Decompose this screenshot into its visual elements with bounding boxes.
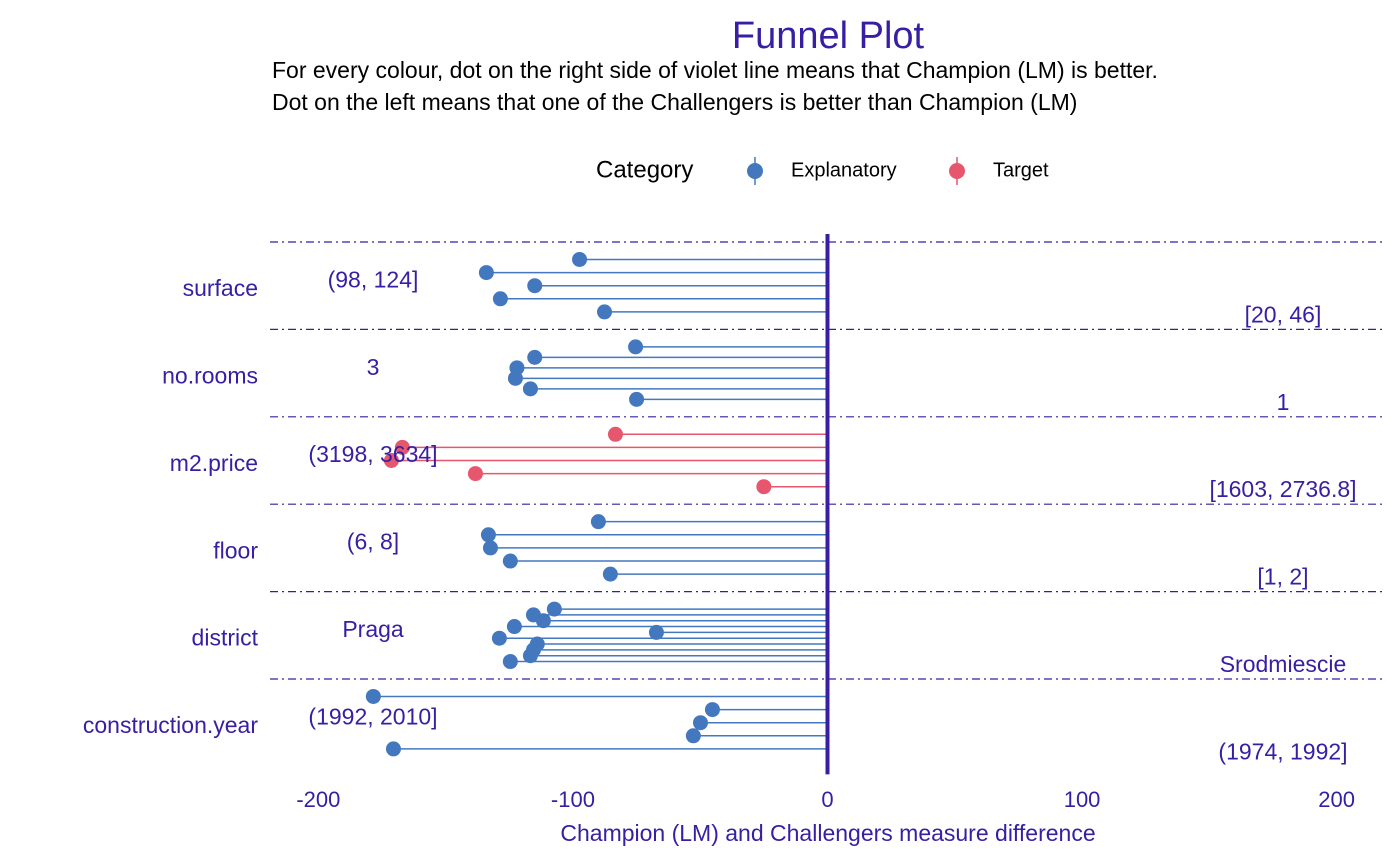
- group-label: no.rooms: [162, 363, 258, 389]
- dot: [507, 370, 523, 386]
- group-label: construction.year: [83, 712, 258, 738]
- dot: [628, 339, 644, 355]
- subtitle: For every colour, dot on the right side …: [272, 57, 1158, 83]
- chart-title: Funnel Plot: [732, 15, 925, 57]
- dot: [527, 349, 543, 365]
- group-label: m2.price: [170, 450, 258, 476]
- right-label: (1974, 1992]: [1218, 738, 1347, 764]
- dot: [467, 466, 483, 482]
- left-label: (3198, 3634]: [308, 441, 437, 467]
- left-label: (1992, 2010]: [308, 703, 437, 729]
- x-tick-label: 200: [1318, 787, 1355, 812]
- dot: [365, 688, 381, 704]
- right-label: Srodmiescie: [1220, 651, 1347, 677]
- dot: [597, 304, 612, 320]
- dot: [491, 630, 507, 646]
- x-tick-label: -100: [551, 787, 595, 812]
- left-label: Praga: [342, 616, 404, 642]
- legend-label: Explanatory: [791, 159, 897, 181]
- left-label: (98, 124]: [328, 266, 419, 292]
- dot: [502, 654, 518, 670]
- dot: [492, 291, 508, 307]
- dot: [572, 251, 588, 267]
- dot: [385, 741, 401, 757]
- right-label: [1603, 2736.8]: [1209, 476, 1356, 502]
- dot: [522, 648, 538, 664]
- dot: [482, 540, 498, 556]
- dot: [704, 702, 720, 718]
- dot: [527, 278, 543, 294]
- left-label: (6, 8]: [347, 529, 399, 555]
- right-label: [20, 46]: [1245, 301, 1322, 327]
- legend-key: [747, 163, 763, 179]
- dot: [692, 715, 708, 731]
- right-label: [1, 2]: [1257, 564, 1308, 590]
- dot: [383, 453, 399, 468]
- dot: [629, 391, 645, 407]
- dot: [607, 426, 623, 442]
- x-tick-label: 0: [821, 787, 833, 812]
- subtitle: Dot on the left means that one of the Ch…: [272, 89, 1077, 115]
- x-tick-label: 100: [1064, 787, 1101, 812]
- legend-key: [949, 163, 965, 179]
- x-tick-label: -200: [296, 787, 340, 812]
- dot: [480, 527, 496, 543]
- legend-title: Category: [596, 156, 693, 183]
- dot: [756, 479, 772, 495]
- x-axis-title: Champion (LM) and Challengers measure di…: [560, 820, 1095, 846]
- right-label: 1: [1277, 389, 1290, 415]
- dot: [506, 619, 522, 635]
- dot: [602, 566, 618, 582]
- dot: [648, 624, 664, 640]
- group-label: floor: [213, 537, 258, 563]
- legend-label: Target: [993, 159, 1049, 181]
- dot: [522, 381, 538, 397]
- dot: [394, 439, 410, 455]
- group-label: district: [192, 625, 259, 651]
- dot: [535, 613, 551, 629]
- dot: [502, 553, 518, 569]
- dot: [590, 514, 606, 530]
- dot: [546, 601, 562, 617]
- left-label: 3: [367, 354, 380, 380]
- dot: [685, 728, 701, 744]
- dot: [478, 265, 494, 281]
- group-label: surface: [183, 275, 258, 301]
